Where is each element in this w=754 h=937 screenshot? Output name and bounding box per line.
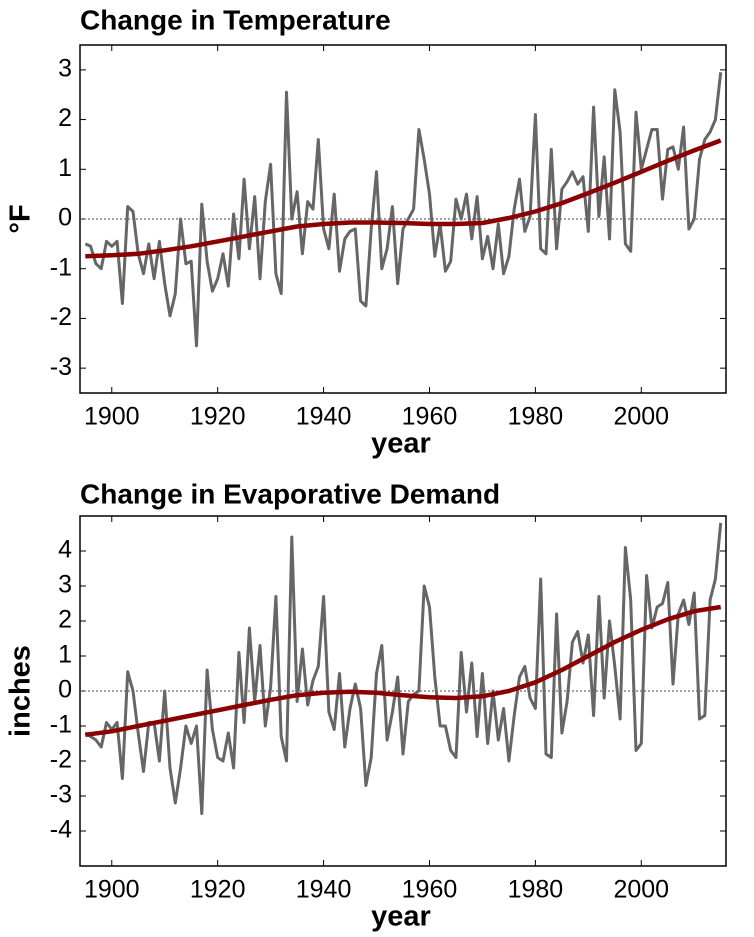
- y-tick-label: 4: [58, 536, 72, 564]
- x-tick-label: 1900: [84, 876, 140, 904]
- x-tick-label: 1940: [296, 403, 352, 431]
- y-axis-label: °F: [5, 204, 37, 233]
- data-line: [85, 138, 722, 259]
- y-tick-label: 1: [58, 641, 72, 669]
- y-tick-label: 0: [58, 676, 72, 704]
- y-tick-label: 2: [58, 104, 72, 132]
- x-tick-label: 1980: [508, 876, 564, 904]
- y-tick-label: 1: [58, 154, 72, 182]
- data-line: [84, 72, 723, 348]
- x-tick-label: 1920: [190, 876, 246, 904]
- y-axis-label: inches: [5, 645, 37, 737]
- x-axis-label: year: [371, 901, 431, 933]
- x-tick-label: 1960: [402, 403, 458, 431]
- y-tick-label: -2: [50, 746, 72, 774]
- y-tick-label: -3: [50, 781, 72, 809]
- y-tick-label: 3: [58, 54, 72, 82]
- x-tick-label: 1940: [296, 876, 352, 904]
- x-tick-label: 2000: [613, 403, 669, 431]
- y-tick-label: -1: [50, 253, 72, 281]
- x-tick-label: 1980: [508, 403, 564, 431]
- y-tick-label: -1: [50, 711, 72, 739]
- chart-title: Change in Temperature: [80, 4, 391, 35]
- x-tick-label: 2000: [613, 876, 669, 904]
- x-tick-label: 1900: [84, 403, 140, 431]
- x-axis-label: year: [371, 428, 431, 460]
- y-tick-label: 0: [58, 204, 72, 232]
- data-line: [85, 604, 722, 738]
- chart-title: Change in Evaporative Demand: [80, 478, 500, 509]
- y-tick-label: 3: [58, 571, 72, 599]
- y-tick-label: 2: [58, 606, 72, 634]
- x-tick-label: 1920: [190, 403, 246, 431]
- y-tick-label: -2: [50, 303, 72, 331]
- y-tick-label: -4: [50, 816, 72, 844]
- x-tick-label: 1960: [402, 876, 458, 904]
- y-tick-label: -3: [50, 353, 72, 381]
- data-line: [84, 522, 723, 815]
